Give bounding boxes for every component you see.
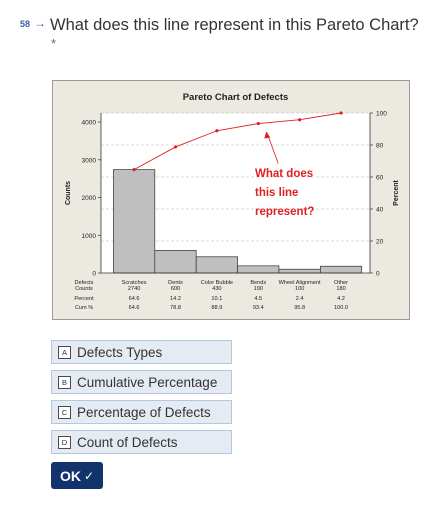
check-icon: ✓ xyxy=(83,468,95,483)
annotation-arrow-line xyxy=(266,133,279,164)
cumulative-line xyxy=(133,112,342,171)
percent-value: 4.5 xyxy=(254,296,262,302)
category-label: Scratches xyxy=(122,280,147,286)
option-label-a: Defects Types xyxy=(77,344,163,360)
option-key-b: B xyxy=(58,375,71,389)
option-d[interactable]: D Count of Defects xyxy=(51,430,232,454)
chart-title: Pareto Chart of Defects xyxy=(183,92,289,103)
right-tick-label: 80 xyxy=(376,143,384,150)
cum-percent-value: 93.4 xyxy=(253,305,264,311)
arrow-right-icon: → xyxy=(34,16,46,30)
right-tick-label: 40 xyxy=(376,207,384,214)
right-axis-label: Percent xyxy=(393,179,400,205)
cum-percent-value: 95.8 xyxy=(294,305,305,311)
question-number: 58 xyxy=(20,19,31,29)
left-tick-label: 0 xyxy=(92,271,96,278)
pareto-chart: Pareto Chart of Defects01000200030004000… xyxy=(65,92,400,311)
annotation-text: represent? xyxy=(255,206,314,218)
cum-percent-value: 88.9 xyxy=(211,305,222,311)
cum-percent-value: 78.8 xyxy=(170,305,181,311)
left-tick-label: 3000 xyxy=(82,157,97,164)
category-label: Color Bubble xyxy=(201,280,233,286)
cumulative-point xyxy=(132,168,136,172)
table-row-label: Defects xyxy=(75,280,94,286)
annotation-arrowhead xyxy=(264,131,271,139)
bar xyxy=(319,265,363,274)
option-label-d: Count of Defects xyxy=(77,434,178,450)
percent-value: 64.6 xyxy=(129,296,140,302)
bar xyxy=(113,169,156,274)
required-marker: * xyxy=(51,36,57,51)
question-text: What does this line represent in this Pa… xyxy=(50,16,419,34)
bar xyxy=(237,265,280,274)
cumulative-point xyxy=(173,145,178,149)
category-label: Other xyxy=(334,280,348,286)
count-value: 180 xyxy=(336,286,345,292)
category-label: Dents xyxy=(168,280,183,286)
left-axis-label: Counts xyxy=(65,181,72,205)
category-label: Wheel Alignment xyxy=(279,280,321,286)
ok-button[interactable]: OK ✓ xyxy=(51,462,103,489)
cumulative-point xyxy=(339,111,343,115)
right-tick-label: 100 xyxy=(376,111,387,118)
percent-value: 2.4 xyxy=(296,296,304,302)
right-tick-label: 0 xyxy=(376,271,380,278)
annotation-text: What does xyxy=(255,168,313,180)
question-header: 58 → What does this line represent in th… xyxy=(20,14,419,36)
option-label-b: Cumulative Percentage xyxy=(77,374,218,390)
pareto-chart-image: Pareto Chart of Defects 0 1000 2000 3000 4000… xyxy=(52,80,410,320)
option-c[interactable]: C Percentage of Defects xyxy=(51,400,232,424)
left-tick-label: 1000 xyxy=(82,233,97,240)
right-tick-label: 60 xyxy=(376,175,384,182)
option-key-d: D xyxy=(58,435,71,449)
table-row-label: Cum % xyxy=(75,305,93,311)
count-value: 600 xyxy=(171,286,180,292)
count-value: 100 xyxy=(295,286,304,292)
percent-value: 4.2 xyxy=(337,296,345,302)
cumulative-point xyxy=(256,121,260,126)
option-label-c: Percentage of Defects xyxy=(77,404,211,420)
annotation-text: this line xyxy=(255,187,298,199)
count-value: 430 xyxy=(212,286,221,292)
count-value: 2740 xyxy=(128,286,140,292)
cum-percent-value: 100.0 xyxy=(334,305,348,311)
bar xyxy=(278,268,321,274)
table-row-label: Counts xyxy=(75,286,93,292)
option-key-a: A xyxy=(58,345,71,359)
bar xyxy=(195,256,238,274)
count-value: 190 xyxy=(254,286,263,292)
left-tick-label: 2000 xyxy=(82,195,97,202)
bar xyxy=(154,250,197,274)
category-label: Bends xyxy=(250,280,266,286)
cumulative-point xyxy=(298,118,302,122)
table-row-label: Percent xyxy=(74,296,94,302)
cum-percent-value: 64.6 xyxy=(129,305,140,311)
left-tick-label: 4000 xyxy=(82,120,97,127)
right-tick-label: 20 xyxy=(376,239,384,246)
option-b[interactable]: B Cumulative Percentage xyxy=(51,370,232,394)
option-a[interactable]: A Defects Types xyxy=(51,340,232,364)
option-key-c: C xyxy=(58,405,71,419)
percent-value: 10.1 xyxy=(211,296,222,302)
percent-value: 14.2 xyxy=(170,296,181,302)
cumulative-point xyxy=(215,129,219,133)
ok-label: OK xyxy=(59,467,81,484)
